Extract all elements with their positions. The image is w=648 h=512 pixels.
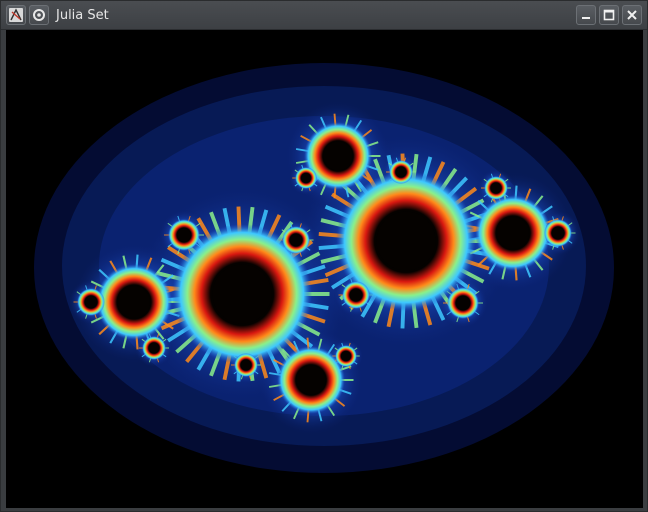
close-button[interactable] xyxy=(622,5,642,25)
minimize-button[interactable] xyxy=(576,5,596,25)
title-bar[interactable]: Julia Set xyxy=(1,1,647,30)
maximize-icon xyxy=(603,9,615,21)
window-menu-icon[interactable] xyxy=(29,5,49,25)
julia-set-image xyxy=(34,63,614,473)
window-title: Julia Set xyxy=(56,8,109,23)
minimize-icon xyxy=(582,17,590,19)
maximize-button[interactable] xyxy=(599,5,619,25)
close-icon xyxy=(627,10,637,20)
julia-icon[interactable] xyxy=(6,5,26,25)
fractal-canvas[interactable] xyxy=(6,30,643,508)
